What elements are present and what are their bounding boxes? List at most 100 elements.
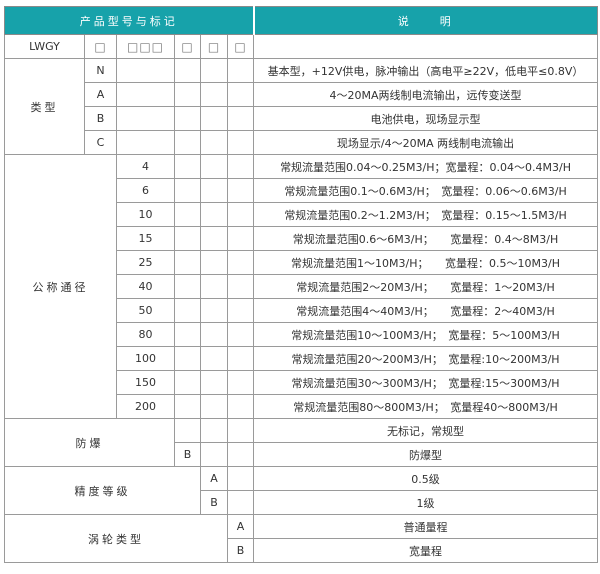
table-header: 产品型号与标记 说 明 [3,6,598,35]
diameter-description: 常规流量范围0.04～0.25M3/H；宽量程：0.04～0.4M3/H [253,154,598,179]
explosion-row: 防爆 无标记，常规型 [4,418,598,467]
slot-explosion: □ [174,34,201,59]
empty-cell [174,298,201,323]
diameter-row: 100 常规流量范围20～200M3/H； 宽量程:10～200M3/H [5,346,598,371]
empty-cell [200,178,228,203]
type-code: C [84,130,117,155]
accuracy-description: 0.5级 [253,466,598,491]
empty-cell [200,298,228,323]
empty-cell [226,466,255,491]
diameter-description: 常规流量范围0.1～0.6M3/H； 宽量程：0.06～0.6M3/H [253,178,598,203]
diameter-row: 6 常规流量范围0.1～0.6M3/H； 宽量程：0.06～0.6M3/H [5,178,598,203]
empty-cell [200,346,228,371]
diameter-description: 常规流量范围2～20M3/H； 宽量程：1～20M3/H [253,274,598,299]
empty-cell [174,106,201,131]
diameter-code: 4 [116,154,175,179]
empty-cell [200,130,228,155]
empty-cell [174,82,201,107]
model-selection-table: 产品型号与标记 说 明 LWGY □ □□□ □ □ □ 类型 N 基本型，+12V… [3,6,598,563]
explosion-row: B 防爆型 [5,442,598,467]
empty-cell [200,418,228,443]
model-desc [253,34,598,59]
empty-cell [200,370,228,395]
type-row: A 4～20MA两线制电流输出，远传变送型 [5,82,598,107]
empty-cell [174,130,201,155]
empty-cell [174,274,201,299]
type-description: 电池供电，现场显示型 [253,106,598,131]
empty-cell [174,178,201,203]
empty-cell [116,106,175,131]
empty-cell [200,442,228,467]
type-code: N [84,58,117,83]
empty-cell [174,226,201,251]
accuracy-code: B [200,490,228,515]
empty-cell [174,202,201,227]
slot-accuracy: □ [200,34,228,59]
turbine-code: B [226,538,255,563]
diameter-row: 15 常规流量范围0.6～6M3/H； 宽量程：0.4～8M3/H [5,226,598,251]
type-label: 类型 [4,58,85,155]
empty-cell [226,418,255,443]
empty-cell [200,154,228,179]
empty-cell [200,322,228,347]
empty-cell [226,82,255,107]
type-code: B [84,106,117,131]
header-description: 说 明 [252,6,598,35]
turbine-code: A [226,514,255,539]
diameter-code: 80 [116,322,175,347]
type-row: B 电池供电，现场显示型 [5,106,598,131]
diameter-code: 200 [116,394,175,419]
empty-cell [200,250,228,275]
diameter-description: 常规流量范围30～300M3/H； 宽量程:15～300M3/H [253,370,598,395]
slot-type: □ [84,34,117,59]
diameter-row: 40 常规流量范围2～20M3/H； 宽量程：1～20M3/H [5,274,598,299]
type-description: 现场显示/4～20MA 两线制电流输出 [253,130,598,155]
turbine-label: 涡轮类型 [4,514,228,563]
empty-cell [200,82,228,107]
diameter-code: 40 [116,274,175,299]
empty-cell [200,226,228,251]
diameter-description: 常规流量范围20～200M3/H； 宽量程:10～200M3/H [253,346,598,371]
empty-cell [226,298,255,323]
diameter-label: 公称通径 [4,154,117,419]
diameter-code: 150 [116,370,175,395]
empty-cell [226,346,255,371]
type-row: 类型 N 基本型，+12V供电，脉冲输出（高电平≥22V，低电平≤0.8V） [4,58,598,155]
empty-cell [200,274,228,299]
diameter-row: 公称通径 4 常规流量范围0.04～0.25M3/H；宽量程：0.04～0.4M3/… [4,154,598,419]
diameter-description: 常规流量范围0.2～1.2M3/H； 宽量程：0.15～1.5M3/H [253,202,598,227]
empty-cell [226,202,255,227]
turbine-description: 普通量程 [253,514,598,539]
empty-cell [174,394,201,419]
diameter-description: 常规流量范围4～40M3/H； 宽量程：2～40M3/H [253,298,598,323]
empty-cell [226,394,255,419]
diameter-code: 100 [116,346,175,371]
explosion-label: 防爆 [4,418,175,467]
explosion-code: B [174,442,201,467]
model-row: LWGY □ □□□ □ □ □ [4,34,598,59]
empty-cell [116,58,175,83]
empty-cell [226,250,255,275]
empty-cell [226,58,255,83]
type-description: 4～20MA两线制电流输出，远传变送型 [253,82,598,107]
model-code: LWGY [4,34,85,59]
explosion-code [174,418,201,443]
empty-cell [226,490,255,515]
explosion-description: 防爆型 [253,442,598,467]
empty-cell [200,58,228,83]
accuracy-row: 精度等级 A 0.5级 [4,466,598,515]
empty-cell [226,442,255,467]
turbine-row: B 宽量程 [5,538,598,563]
diameter-description: 常规流量范围0.6～6M3/H； 宽量程：0.4～8M3/H [253,226,598,251]
slot-turbine: □ [226,34,255,59]
empty-cell [174,58,201,83]
empty-cell [200,394,228,419]
diameter-code: 25 [116,250,175,275]
accuracy-description: 1级 [253,490,598,515]
type-row: C 现场显示/4～20MA 两线制电流输出 [5,130,598,155]
type-code: A [84,82,117,107]
empty-cell [116,82,175,107]
diameter-code: 6 [116,178,175,203]
empty-cell [200,106,228,131]
turbine-row: 涡轮类型 A 普通量程 [4,514,598,563]
